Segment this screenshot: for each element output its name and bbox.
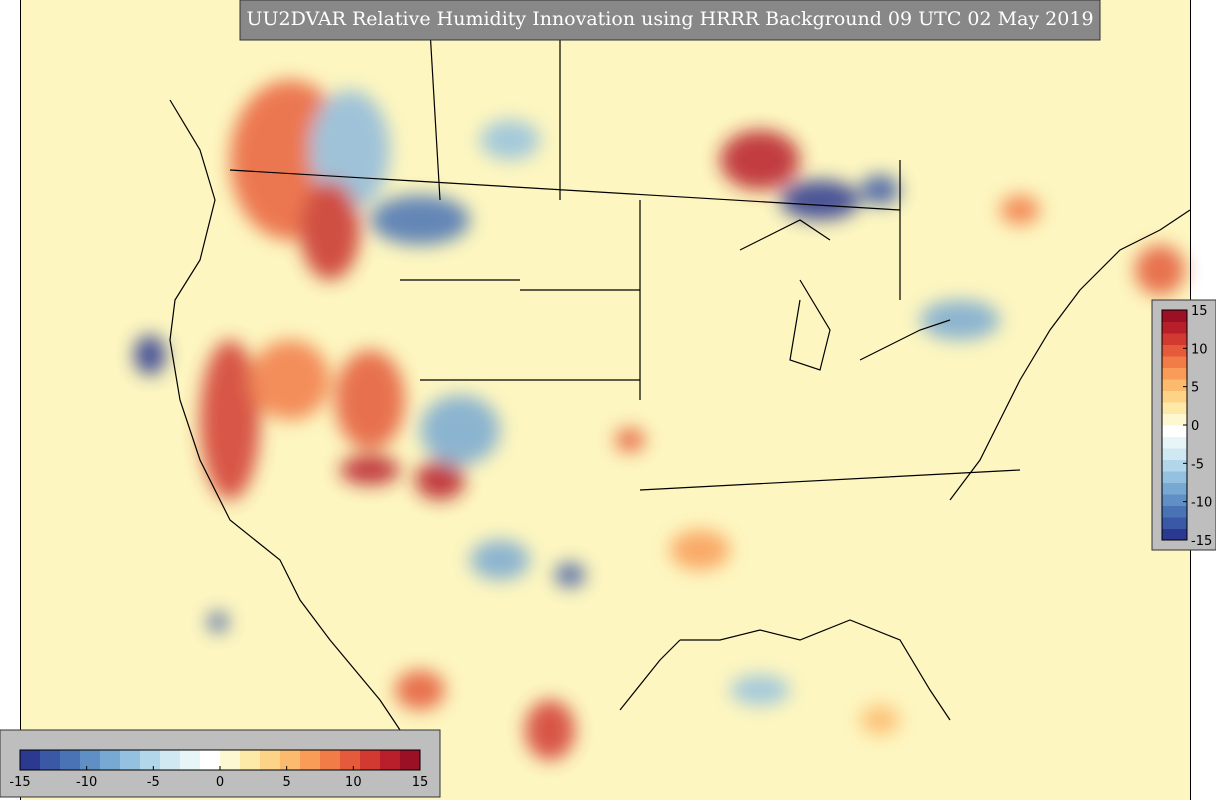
colorbar-tick-label: 10 xyxy=(1191,342,1208,357)
colorbar-segment xyxy=(1162,436,1187,449)
colorbar-segment xyxy=(1162,517,1187,529)
colorbar-segment xyxy=(1162,367,1187,380)
colorbar-segment xyxy=(1162,471,1187,483)
colorbar-segment xyxy=(200,750,221,770)
coastlines xyxy=(169,29,1191,761)
colorbar-segment xyxy=(1162,494,1187,506)
colorbar-segment xyxy=(220,750,241,770)
colorbar-segment xyxy=(360,750,381,770)
colorbar-segment xyxy=(1162,356,1187,368)
colorbar-segment xyxy=(140,750,161,770)
colorbar-segment xyxy=(1162,425,1187,437)
colorbar-segment xyxy=(100,750,121,770)
colorbar-segment xyxy=(340,750,361,770)
colorbar-segment xyxy=(120,750,141,770)
title-box xyxy=(239,0,1101,41)
colorbar-segment xyxy=(1162,344,1187,357)
colorbar-segment xyxy=(1162,482,1187,495)
colorbar-segment xyxy=(160,750,181,770)
colorbar-segment xyxy=(180,750,201,770)
colorbar-tick-label: -10 xyxy=(1191,496,1212,511)
map-background xyxy=(20,0,1190,800)
colorbar-tick-label: 5 xyxy=(1191,381,1199,396)
colorbar-tick-label: 15 xyxy=(1191,304,1208,319)
colorbar-segment xyxy=(1162,459,1187,472)
colorbar-tick-label: -5 xyxy=(147,775,160,790)
colorbar-tick-label: 15 xyxy=(412,775,429,790)
colorbar-segment xyxy=(1162,390,1187,403)
colorbar-segment xyxy=(1162,321,1187,334)
colorbar-segment xyxy=(40,750,61,770)
colorbar-segment xyxy=(280,750,301,770)
colorbar-tick-label: 0 xyxy=(216,775,224,790)
colorbar-segment xyxy=(1162,310,1187,322)
colorbar-segment xyxy=(1162,448,1187,460)
colorbar-segment xyxy=(240,750,261,770)
colorbar-segment xyxy=(1162,333,1187,345)
colorbar-segment xyxy=(380,750,401,770)
map-title: UU2DVAR Relative Humidity Innovation usi… xyxy=(246,8,1093,30)
colorbar-tick-label: -15 xyxy=(1191,534,1212,549)
colorbar-segment xyxy=(400,750,421,770)
colorbar-tick-label: -15 xyxy=(9,775,30,790)
colorbars: 15 10 5 0 -5 -10 -15 -15 -10 -5 0 5 10 15 xyxy=(9,304,1212,790)
colorbar-tick-label: -5 xyxy=(1191,457,1204,472)
colorbar-tick-label: -10 xyxy=(76,775,97,790)
colorbar-segment xyxy=(300,750,321,770)
colorbar-segment xyxy=(260,750,281,770)
colorbar-segment xyxy=(60,750,81,770)
colorbar-segment xyxy=(320,750,341,770)
colorbar-segment xyxy=(1162,402,1187,414)
colorbar-tick-label: 10 xyxy=(345,775,362,790)
colorbar-segment xyxy=(1162,379,1187,391)
colorbar-segment xyxy=(1162,528,1187,541)
colorbar-tick-label: 5 xyxy=(283,775,291,790)
colorbar-tick-label: 0 xyxy=(1191,419,1199,434)
colorbar-segment xyxy=(1162,505,1187,518)
humidity-field xyxy=(134,80,1185,760)
colorbar-segment xyxy=(20,750,41,770)
colorbar-segment xyxy=(1162,413,1187,426)
colorbar-segment xyxy=(80,750,101,770)
